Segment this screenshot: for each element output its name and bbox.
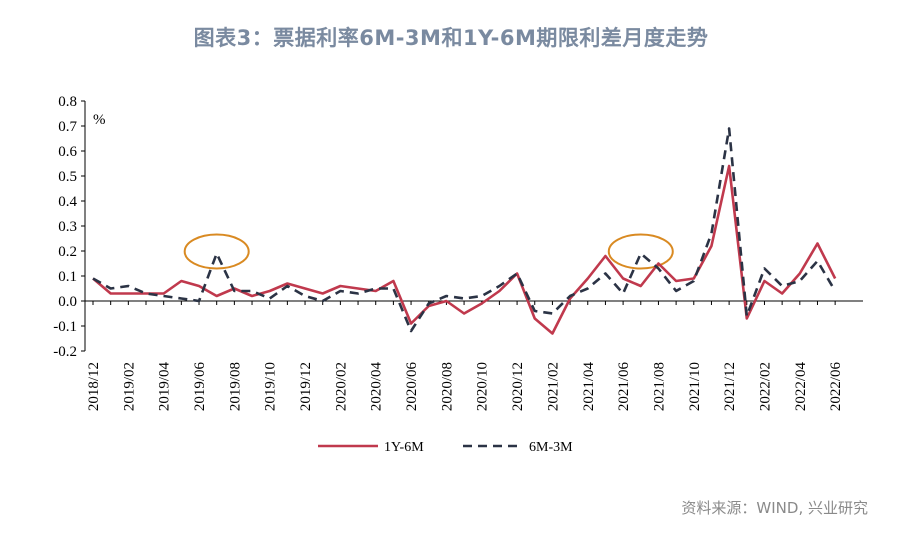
x-tick-label: 2021/04 xyxy=(581,362,597,412)
chart-title: 图表3：票据利率6M-3M和1Y-6M期限利差月度走势 xyxy=(193,26,709,50)
y-tick-label: 0.6 xyxy=(58,144,77,160)
y-tick-label: 0.7 xyxy=(58,119,77,135)
x-tick-label: 2020/10 xyxy=(475,362,491,411)
x-tick-label: 2021/12 xyxy=(722,362,738,411)
axes: % xyxy=(84,101,863,351)
x-tick-label: 2021/10 xyxy=(687,362,703,411)
x-tick-label: 2022/04 xyxy=(793,362,809,412)
y-tick-label: 0.1 xyxy=(58,269,77,285)
annotation-ellipse xyxy=(607,233,674,270)
y-axis-ticks: 0.8 0.7 0.6 0.5 0.4 0.3 0.2 0.1 0.0 -0.1 -0.2 xyxy=(53,94,85,360)
x-tick-label: 2019/12 xyxy=(298,362,314,411)
series-lines xyxy=(92,127,837,335)
y-tick-label: 0.8 xyxy=(58,94,77,110)
x-tick-label: 2020/08 xyxy=(439,362,455,411)
x-tick-label: 2020/12 xyxy=(510,362,526,411)
annotations xyxy=(183,233,674,270)
y-tick-label: 0.3 xyxy=(58,219,77,235)
x-axis-ticks: 2018/12 2019/02 2019/04 2019/06 2019/08 2019/… xyxy=(86,301,844,411)
x-tick-label: 2020/06 xyxy=(404,362,420,412)
x-tick-label: 2020/04 xyxy=(369,362,385,412)
x-tick-label: 2021/06 xyxy=(616,362,632,412)
y-tick-label: -0.1 xyxy=(53,319,77,335)
x-tick-label: 2021/02 xyxy=(545,362,561,411)
x-tick-label: 2019/04 xyxy=(157,362,173,412)
x-tick-label: 2021/08 xyxy=(651,362,667,411)
y-tick-label: 0.2 xyxy=(58,244,77,260)
series-line-1y-6m xyxy=(92,164,837,335)
y-axis-unit: % xyxy=(93,112,106,128)
x-tick-label: 2018/12 xyxy=(86,362,102,411)
x-tick-label: 2022/02 xyxy=(757,362,773,411)
annotation-ellipse xyxy=(183,233,250,270)
x-tick-label: 2019/06 xyxy=(192,362,208,412)
x-tick-label: 2022/06 xyxy=(828,362,844,412)
source-note: 资料来源：WIND, 兴业研究 xyxy=(681,499,868,517)
y-tick-label: 0.4 xyxy=(58,194,77,210)
x-tick-label: 2020/02 xyxy=(333,362,349,411)
legend-label: 1Y-6M xyxy=(384,440,424,455)
x-tick-label: 2019/10 xyxy=(263,362,279,411)
legend-label: 6M-3M xyxy=(529,440,573,455)
x-tick-label: 2019/02 xyxy=(121,362,137,411)
x-tick-label: 2019/08 xyxy=(227,362,243,411)
y-tick-label: -0.2 xyxy=(53,344,77,360)
y-tick-label: 0.5 xyxy=(58,169,77,185)
legend: 1Y-6M 6M-3M xyxy=(318,440,573,455)
y-tick-label: 0.0 xyxy=(58,294,77,310)
